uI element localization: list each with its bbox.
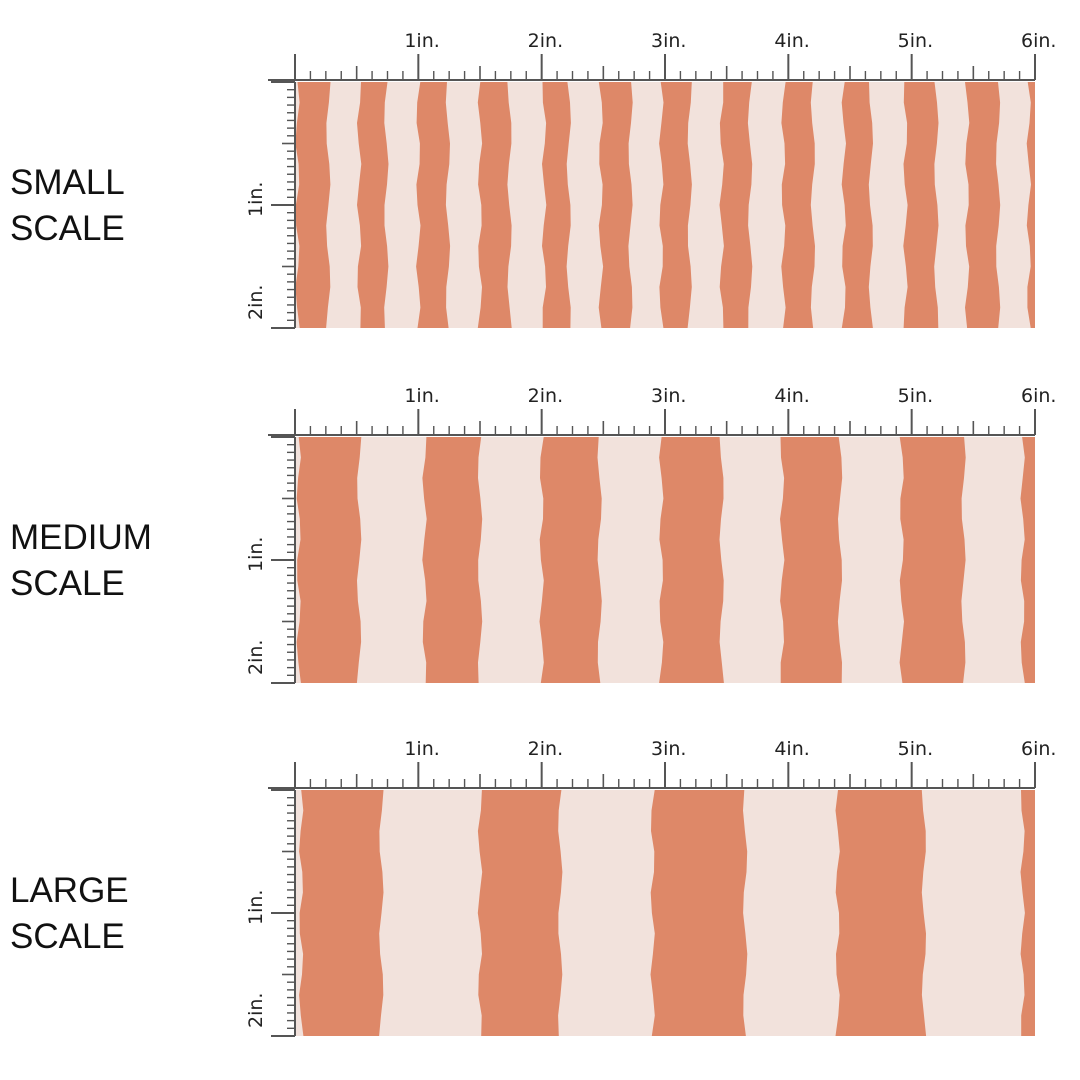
ruler-label: 1in. <box>245 537 267 572</box>
scale-label-line-1: LARGE <box>10 871 129 910</box>
ruler-swatch: 1in. 2in. 3in. 4in. 5in. 6in. 1in. 2in. <box>245 385 1056 684</box>
stripe <box>719 82 753 328</box>
stripe <box>539 437 602 683</box>
ruler-label: 2in. <box>245 640 267 675</box>
scale-label: SMALL SCALE <box>10 160 125 252</box>
stripe <box>295 82 331 328</box>
stripe <box>357 82 389 328</box>
scale-label-line-2: SCALE <box>10 564 125 603</box>
scale-label-line-2: SCALE <box>10 917 125 956</box>
stripe <box>542 82 571 328</box>
ruler-label: 2in. <box>528 738 563 760</box>
stripe <box>299 790 384 1036</box>
ruler-label: 2in. <box>528 30 563 52</box>
stripe <box>659 82 692 328</box>
ruler-label: 5in. <box>898 385 933 407</box>
scale-label-line-1: MEDIUM <box>10 518 152 557</box>
ruler-label: 2in. <box>245 285 267 320</box>
ruler-label: 1in. <box>245 182 267 217</box>
ruler-label: 6in. <box>1021 30 1056 52</box>
scale-label-line-2: SCALE <box>10 209 125 248</box>
ruler-label: 4in. <box>774 738 809 760</box>
swatch-small: SMALL SCALE 1in. 2in. 3in. 4in. 5in. 6in. 1in.… <box>0 20 1080 350</box>
ruler-label: 4in. <box>774 30 809 52</box>
ruler-swatch: 1in. 2in. 3in. 4in. 5in. 6in. 1in. 2in. <box>245 30 1056 329</box>
ruler-label: 5in. <box>898 738 933 760</box>
stripe <box>598 82 633 328</box>
stripe <box>422 437 483 683</box>
stripe <box>296 437 362 683</box>
scale-label-line-1: SMALL <box>10 163 125 202</box>
stripe <box>416 82 451 328</box>
stripe <box>650 790 748 1036</box>
stripe <box>477 790 563 1036</box>
swatch-medium: MEDIUM SCALE 1in. 2in. 3in. 4in. 5in. 6in. 1in… <box>0 375 1080 705</box>
ruler-label: 1in. <box>404 30 439 52</box>
swatch-large: LARGE SCALE 1in. 2in. 3in. 4in. 5in. 6in. 1in.… <box>0 728 1080 1058</box>
scale-label: LARGE SCALE <box>10 868 129 960</box>
ruler-label: 2in. <box>528 385 563 407</box>
ruler-label: 3in. <box>651 30 686 52</box>
stripe <box>659 437 724 683</box>
scale-label: MEDIUM SCALE <box>10 515 152 607</box>
stripe <box>835 790 927 1036</box>
ruler-label: 6in. <box>1021 738 1056 760</box>
stripe <box>903 82 939 328</box>
ruler-label: 5in. <box>898 30 933 52</box>
ruler-label: 1in. <box>404 385 439 407</box>
ruler-label: 3in. <box>651 738 686 760</box>
ruler-label: 4in. <box>774 385 809 407</box>
stripe <box>1020 437 1035 683</box>
stripe <box>1020 790 1035 1036</box>
stripe <box>780 437 843 683</box>
stripe <box>965 82 1001 328</box>
stripe <box>841 82 873 328</box>
ruler-label: 1in. <box>245 890 267 925</box>
ruler-label: 2in. <box>245 993 267 1028</box>
stripe <box>899 437 966 683</box>
ruler-swatch: 1in. 2in. 3in. 4in. 5in. 6in. 1in. 2in. <box>245 738 1056 1037</box>
ruler-label: 6in. <box>1021 385 1056 407</box>
ruler-label: 3in. <box>651 385 686 407</box>
stripe <box>1026 82 1035 328</box>
ruler-label: 1in. <box>404 738 439 760</box>
stripe <box>781 82 815 328</box>
stripe <box>477 82 512 328</box>
